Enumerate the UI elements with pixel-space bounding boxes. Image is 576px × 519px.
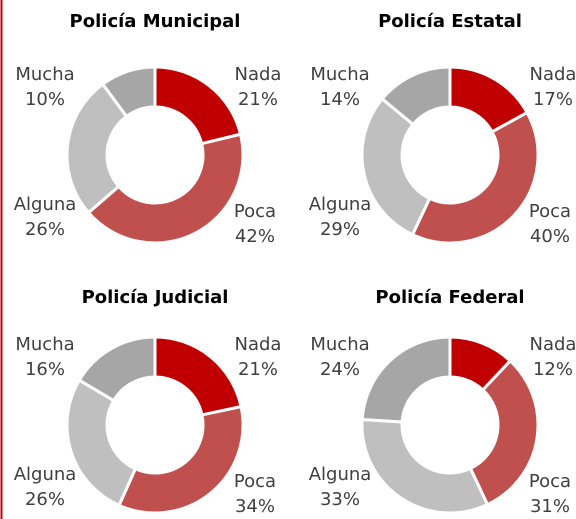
slice-value: 31% bbox=[530, 496, 570, 517]
slice-value: 21% bbox=[238, 359, 278, 380]
donut-slice bbox=[117, 404, 245, 515]
donut-slice bbox=[153, 335, 243, 417]
slice-label: Mucha bbox=[15, 64, 74, 85]
donut-slice bbox=[86, 132, 245, 245]
chart-title: Policía Municipal bbox=[70, 11, 241, 32]
slice-value: 42% bbox=[235, 226, 275, 247]
slice-value: 26% bbox=[25, 489, 65, 510]
slice-value: 17% bbox=[533, 89, 573, 110]
slice-label: Alguna bbox=[309, 464, 372, 485]
donut-slice bbox=[77, 335, 157, 403]
slice-value: 10% bbox=[25, 89, 65, 110]
donut-slice bbox=[153, 65, 243, 146]
slice-value: 14% bbox=[320, 89, 360, 110]
donut-slice bbox=[100, 65, 157, 119]
slice-label: Nada bbox=[235, 334, 282, 355]
slice-label: Nada bbox=[530, 64, 576, 85]
slice-label: Alguna bbox=[14, 194, 77, 215]
slice-label: Mucha bbox=[310, 334, 369, 355]
slice-value: 24% bbox=[320, 359, 360, 380]
slice-value: 33% bbox=[320, 489, 360, 510]
donut-slice bbox=[360, 417, 490, 515]
slice-label: Mucha bbox=[15, 334, 74, 355]
donut-slice bbox=[410, 110, 540, 245]
chart-title: Policía Judicial bbox=[82, 287, 229, 308]
slice-label: Poca bbox=[234, 201, 276, 222]
donut-slice bbox=[360, 96, 432, 237]
slice-value: 40% bbox=[530, 226, 570, 247]
slice-value: 12% bbox=[533, 359, 573, 380]
slice-value: 16% bbox=[25, 359, 65, 380]
slice-value: 21% bbox=[238, 89, 278, 110]
donut-slice bbox=[468, 358, 540, 507]
slice-value: 26% bbox=[25, 219, 65, 240]
donut-slice bbox=[65, 378, 138, 508]
slice-label: Nada bbox=[235, 64, 282, 85]
donut-slice bbox=[380, 65, 452, 127]
slice-label: Poca bbox=[234, 471, 276, 492]
slice-label: Poca bbox=[529, 471, 571, 492]
slice-label: Poca bbox=[529, 201, 571, 222]
donut-slice bbox=[65, 82, 129, 215]
slice-label: Nada bbox=[530, 334, 576, 355]
chart-title: Policía Estatal bbox=[378, 11, 522, 32]
chart-title: Policía Federal bbox=[375, 287, 524, 308]
slice-value: 34% bbox=[235, 496, 275, 517]
slice-value: 29% bbox=[320, 219, 360, 240]
slice-label: Alguna bbox=[309, 194, 372, 215]
donut-slice bbox=[360, 335, 452, 424]
slice-label: Mucha bbox=[310, 64, 369, 85]
slice-label: Alguna bbox=[14, 464, 77, 485]
